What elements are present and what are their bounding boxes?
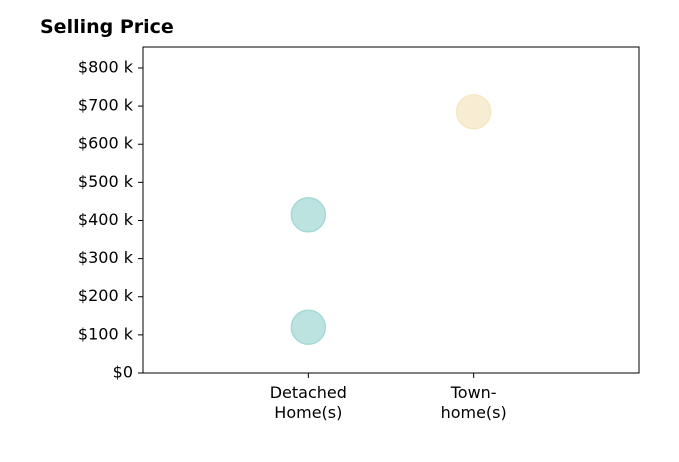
chart-title: Selling Price <box>40 16 174 38</box>
data-point <box>290 197 327 233</box>
y-tick-label: $300 k <box>78 248 134 267</box>
y-tick-label: $500 k <box>78 172 134 191</box>
y-tick-label: $600 k <box>78 134 134 153</box>
x-axis: Detached Home(s) Town-home(s) <box>270 373 507 422</box>
x-tick-label-line: home(s) <box>441 403 507 422</box>
y-tick-label: $800 k <box>78 57 134 76</box>
x-tick-label-line: Home(s) <box>274 403 342 422</box>
data-points <box>290 94 492 345</box>
x-tick-label: Town-home(s) <box>441 383 507 422</box>
plot-area <box>142 46 640 374</box>
y-tick-label: $400 k <box>78 210 134 229</box>
y-axis: $0 $100 k $200 k $300 k $400 k $500 k $600 k $7… <box>78 57 143 382</box>
y-tick-label: $700 k <box>78 96 134 115</box>
x-tick-label: Detached Home(s) <box>270 383 347 422</box>
y-tick-label: $0 <box>113 363 133 382</box>
y-tick-label: $200 k <box>78 286 134 305</box>
data-point <box>290 309 327 345</box>
x-tick-label-line: Town- <box>450 383 497 402</box>
x-tick-label-line: Detached <box>270 383 347 402</box>
data-point <box>455 94 492 130</box>
y-tick-label: $100 k <box>78 324 134 343</box>
